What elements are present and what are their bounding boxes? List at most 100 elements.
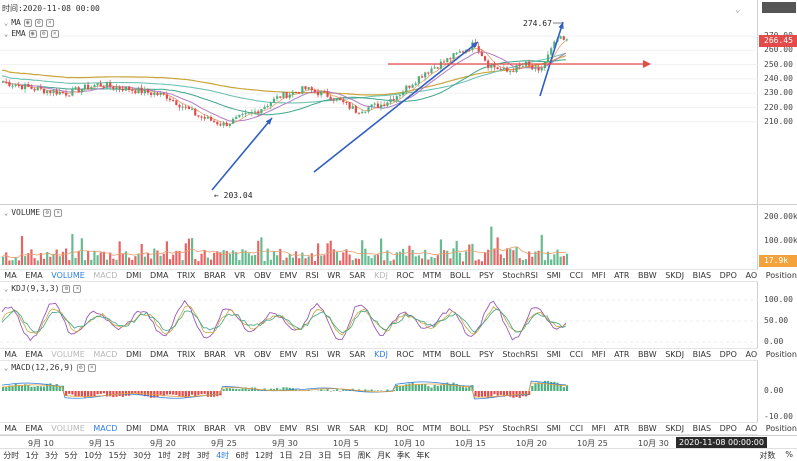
indicator-tab-ao[interactable]: AO xyxy=(745,271,758,280)
indicator-tab-brar[interactable]: BRAR xyxy=(204,271,226,280)
legend-macd[interactable]: ⌄ MACD(12,26,9) ⚙ × xyxy=(4,363,96,372)
timeframe-option[interactable]: 10分 xyxy=(83,450,103,460)
indicator-tab-rsi[interactable]: RSI xyxy=(305,424,319,433)
settings-icon[interactable]: ⚙ xyxy=(76,363,85,372)
settings-icon[interactable]: ⚙ xyxy=(34,18,43,27)
indicator-tab-trix[interactable]: TRIX xyxy=(177,271,196,280)
indicator-tab-dma[interactable]: DMA xyxy=(149,271,169,280)
collapse-caret-icon[interactable]: ⌄ xyxy=(4,363,9,372)
legend-ma[interactable]: ⌄ MA ◉ ⚙ × xyxy=(4,18,54,27)
indicator-tab-emv[interactable]: EMV xyxy=(279,350,298,359)
indicator-tab-wr[interactable]: WR xyxy=(327,271,341,280)
indicator-tab-position[interactable]: Position xyxy=(765,271,797,280)
indicator-tab-sar[interactable]: SAR xyxy=(349,424,366,433)
timeframe-option[interactable]: 3日 xyxy=(318,450,332,460)
settings-icon[interactable]: ⚙ xyxy=(62,284,71,293)
timeframe-option[interactable]: 5分 xyxy=(64,450,78,460)
indicator-tab-macd[interactable]: MACD xyxy=(93,424,118,433)
indicator-tab-brar[interactable]: BRAR xyxy=(204,424,226,433)
indicator-tab-kdj[interactable]: KDJ xyxy=(374,424,388,433)
timeframe-option[interactable]: 周K xyxy=(357,450,371,460)
timeframe-option[interactable]: 4时 xyxy=(216,450,230,460)
indicator-tab-volume[interactable]: VOLUME xyxy=(51,424,85,433)
indicator-tab-dpo[interactable]: DPO xyxy=(719,350,737,359)
indicator-tab-obv[interactable]: OBV xyxy=(254,271,272,280)
settings-icon[interactable]: ⚙ xyxy=(43,208,52,217)
indicator-tab-dma[interactable]: DMA xyxy=(149,424,169,433)
legend-volume[interactable]: ⌄ VOLUME ⚙ × xyxy=(4,208,63,217)
indicator-tab-smi[interactable]: SMI xyxy=(546,271,561,280)
indicator-tab-bbw[interactable]: BBW xyxy=(638,350,657,359)
timeframe-option[interactable]: 季K xyxy=(396,450,410,460)
indicator-tab-obv[interactable]: OBV xyxy=(254,424,272,433)
indicator-tab-wr[interactable]: WR xyxy=(327,424,341,433)
price-plot[interactable]: 274.67 ← 203.04 xyxy=(0,0,758,204)
kdj-plot[interactable] xyxy=(0,282,758,348)
indicator-tab-mfi[interactable]: MFI xyxy=(591,424,606,433)
indicator-tab-atr[interactable]: ATR xyxy=(614,350,630,359)
timeframe-option[interactable]: 1日 xyxy=(279,450,293,460)
indicator-tab-rsi[interactable]: RSI xyxy=(305,350,319,359)
timeframe-option[interactable]: 5日 xyxy=(337,450,352,460)
indicator-tab-cci[interactable]: CCI xyxy=(569,271,584,280)
indicator-tab-rsi[interactable]: RSI xyxy=(305,271,319,280)
collapse-icon[interactable]: ⌄ xyxy=(735,5,741,15)
indicator-tab-bar-kdj[interactable]: MA EMA VOLUME MACD DMI DMA TRIX BRAR VR OBV EMV RSI… xyxy=(0,348,797,361)
indicator-tab-mfi[interactable]: MFI xyxy=(591,350,606,359)
indicator-tab-boll[interactable]: BOLL xyxy=(449,271,471,280)
indicator-tab-ao[interactable]: AO xyxy=(745,350,758,359)
indicator-tab-sar[interactable]: SAR xyxy=(349,350,366,359)
indicator-tab-mtm[interactable]: MTM xyxy=(422,424,442,433)
legend-kdj[interactable]: ⌄ KDJ(9,3,3) ⚙ × xyxy=(4,284,82,293)
close-icon[interactable]: × xyxy=(45,18,54,27)
indicator-tab-emv[interactable]: EMV xyxy=(279,424,298,433)
indicator-tab-atr[interactable]: ATR xyxy=(614,424,630,433)
kdj-pane[interactable]: 100.00 50.00 0.00 ⌄ KDJ(9,3,3) ⚙ × xyxy=(0,282,797,348)
indicator-tab-emv[interactable]: EMV xyxy=(279,271,298,280)
timeframe-option[interactable]: 月K xyxy=(377,450,391,460)
indicator-tab-roc[interactable]: ROC xyxy=(396,271,414,280)
indicator-tab-skdj[interactable]: SKDJ xyxy=(665,271,685,280)
indicator-tab-cci[interactable]: CCI xyxy=(569,350,584,359)
indicator-tab-dmi[interactable]: DMI xyxy=(125,271,142,280)
indicator-tab-boll[interactable]: BOLL xyxy=(449,424,471,433)
indicator-tab-bbw[interactable]: BBW xyxy=(638,271,657,280)
indicator-tab-mtm[interactable]: MTM xyxy=(422,350,442,359)
close-icon[interactable]: × xyxy=(50,29,59,38)
macd-plot[interactable] xyxy=(0,361,758,423)
indicator-tab-psy[interactable]: PSY xyxy=(479,271,494,280)
indicator-tab-dmi[interactable]: DMI xyxy=(125,350,142,359)
indicator-tab-ao[interactable]: AO xyxy=(745,424,758,433)
indicator-tab-stochrsi[interactable]: StochRSI xyxy=(502,350,538,359)
timeframe-option[interactable]: 12时 xyxy=(255,450,274,460)
volume-axis[interactable]: 200.00k 100.00k 17.9k xyxy=(758,205,797,269)
indicator-tab-roc[interactable]: ROC xyxy=(396,350,414,359)
collapse-caret-icon[interactable]: ⌄ xyxy=(4,29,9,38)
indicator-tab-psy[interactable]: PSY xyxy=(479,424,494,433)
timeframe-option[interactable]: 6时 xyxy=(235,450,249,460)
close-icon[interactable]: × xyxy=(73,284,82,293)
indicator-tab-dma[interactable]: DMA xyxy=(149,350,169,359)
timeframe-option[interactable]: 3分 xyxy=(45,450,59,460)
timeframe-option[interactable]: 分时 xyxy=(3,450,20,460)
collapse-caret-icon[interactable]: ⌄ xyxy=(4,208,9,217)
indicator-tab-vr[interactable]: VR xyxy=(234,350,246,359)
indicator-tab-bias[interactable]: BIAS xyxy=(692,271,712,280)
indicator-tab-position[interactable]: Position xyxy=(765,424,797,433)
indicator-tab-boll[interactable]: BOLL xyxy=(449,350,471,359)
indicator-tab-bbw[interactable]: BBW xyxy=(638,424,657,433)
log-scale-toggle[interactable]: 对数 xyxy=(759,450,776,460)
indicator-tab-smi[interactable]: SMI xyxy=(546,350,561,359)
indicator-tab-macd[interactable]: MACD xyxy=(93,271,118,280)
timeframe-option[interactable]: 2日 xyxy=(299,450,313,460)
indicator-tab-dmi[interactable]: DMI xyxy=(125,424,142,433)
indicator-tab-obv[interactable]: OBV xyxy=(254,350,272,359)
indicator-tab-ma[interactable]: MA xyxy=(4,350,17,359)
percent-scale-toggle[interactable]: % xyxy=(785,449,793,459)
indicator-tab-ema[interactable]: EMA xyxy=(25,424,43,433)
indicator-tab-bar-macd[interactable]: MA EMA VOLUME MACD DMI DMA TRIX BRAR VR OBV EMV RSI… xyxy=(0,422,797,435)
indicator-tab-bias[interactable]: BIAS xyxy=(692,350,712,359)
timeframe-option[interactable]: 年K xyxy=(416,450,430,460)
indicator-tab-cci[interactable]: CCI xyxy=(569,424,584,433)
collapse-caret-icon[interactable]: ⌄ xyxy=(4,284,9,293)
